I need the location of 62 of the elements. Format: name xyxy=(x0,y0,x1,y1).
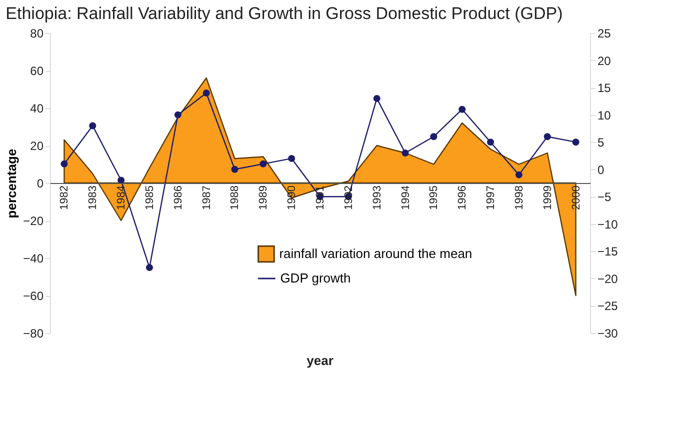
x-tick-label: 1984 xyxy=(116,186,128,210)
y2-tick-label: 20 xyxy=(598,54,612,68)
x-tick-label: 1997 xyxy=(485,186,498,210)
y2-tick-label: 5 xyxy=(598,136,604,150)
x-tick-label: 1982 xyxy=(58,186,71,210)
x-tick-label: 1990 xyxy=(286,186,298,210)
x-tick-label: 1983 xyxy=(87,186,100,210)
point xyxy=(260,160,267,168)
x-tick-label: 1995 xyxy=(428,186,440,210)
point xyxy=(430,133,438,140)
y2-tick-label: 15 xyxy=(598,81,612,96)
x-tick-label: 2000 xyxy=(570,186,582,210)
y-tick-label: −60 xyxy=(23,289,44,303)
point xyxy=(60,160,68,168)
x-tick-label: 1992 xyxy=(342,186,355,210)
y2-tick-label: −20 xyxy=(598,272,618,286)
point xyxy=(515,171,522,178)
x-tick-label: 1994 xyxy=(400,186,412,210)
x-tick-label: 1991 xyxy=(314,186,326,210)
point xyxy=(89,122,96,130)
y2-tick-label: −25 xyxy=(598,299,618,314)
y-tick-label: 80 xyxy=(30,26,44,40)
y2-tick-label: 10 xyxy=(598,108,612,122)
y-tick-label: −80 xyxy=(23,326,44,340)
x-tick-label: 1996 xyxy=(456,186,469,210)
x-tick-label: 1987 xyxy=(200,186,213,210)
legend-label: GDP growth xyxy=(280,270,351,286)
point xyxy=(458,106,466,113)
x-tick-label: 1993 xyxy=(371,186,384,210)
y-tick-label: 0 xyxy=(36,176,44,190)
point xyxy=(202,90,210,96)
y-tick-label: −40 xyxy=(23,252,44,266)
point xyxy=(402,150,409,156)
point xyxy=(231,166,238,173)
y2-tick-label: −5 xyxy=(598,190,612,204)
x-tick-label: 1985 xyxy=(144,186,156,210)
y2-tick-label: 25 xyxy=(598,26,612,40)
point xyxy=(373,94,380,102)
point xyxy=(487,138,494,146)
point xyxy=(544,133,551,140)
y2-tick-label: −10 xyxy=(598,217,618,232)
x-tick-label: 1988 xyxy=(229,186,242,210)
y-tick-label: −20 xyxy=(23,214,44,228)
x-tick-label: 1989 xyxy=(258,186,270,210)
point xyxy=(572,138,580,146)
legend-label: rainfall variation around the mean xyxy=(279,246,472,261)
y-tick-label: 60 xyxy=(30,64,44,78)
point xyxy=(146,264,153,272)
y2-tick-label: −15 xyxy=(598,244,618,259)
x-tick-label: 1998 xyxy=(513,186,526,210)
y-axis-title: percentage xyxy=(4,148,20,218)
x-tick-label: 1999 xyxy=(542,186,554,210)
x-axis-title: year xyxy=(306,353,334,368)
y2-tick-label: 0 xyxy=(598,162,604,177)
chart-title: Ethiopia: Rainfall Variability and Growth in Gross Domestic Product (GDP) xyxy=(6,4,563,23)
x-tick-label: 1986 xyxy=(172,186,184,210)
point xyxy=(174,111,182,118)
y-tick-label: 20 xyxy=(30,139,44,153)
y-tick-label: 40 xyxy=(30,102,44,116)
y2-tick-label: −30 xyxy=(598,326,618,340)
point xyxy=(288,154,296,162)
point xyxy=(118,176,125,184)
